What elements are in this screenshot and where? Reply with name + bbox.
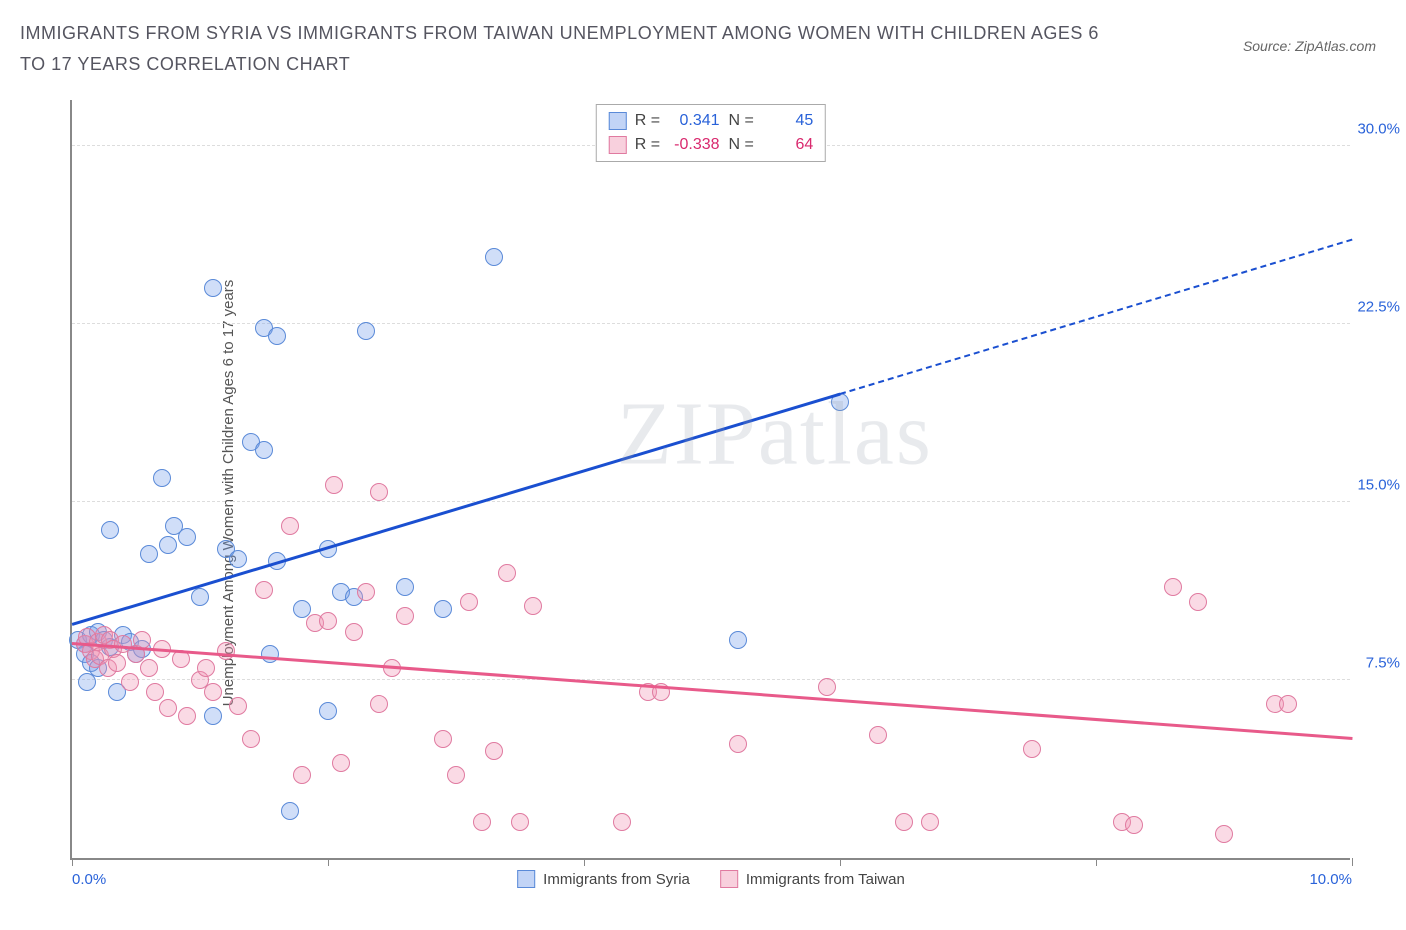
data-point: [242, 730, 260, 748]
source-attribution: Source: ZipAtlas.com: [1243, 38, 1376, 54]
x-tick: [328, 858, 329, 866]
data-point: [255, 441, 273, 459]
data-point: [729, 735, 747, 753]
data-point: [191, 588, 209, 606]
legend-swatch: [609, 112, 627, 130]
data-point: [281, 802, 299, 820]
data-point: [204, 707, 222, 725]
plot-area: ZIPatlas R = 0.341 N = 45R = -0.338 N = …: [70, 100, 1350, 860]
legend-stat-text: R = 0.341 N = 45: [635, 109, 813, 133]
header: IMMIGRANTS FROM SYRIA VS IMMIGRANTS FROM…: [0, 0, 1406, 79]
legend-swatch: [609, 136, 627, 154]
legend-label: Immigrants from Syria: [543, 871, 690, 888]
data-point: [153, 469, 171, 487]
data-point: [268, 327, 286, 345]
y-tick-label: 30.0%: [1357, 120, 1400, 137]
x-tick: [72, 858, 73, 866]
data-point: [197, 659, 215, 677]
data-point: [729, 631, 747, 649]
x-tick: [840, 858, 841, 866]
data-point: [460, 593, 478, 611]
data-point: [159, 699, 177, 717]
data-point: [498, 564, 516, 582]
x-tick: [584, 858, 585, 866]
data-point: [1164, 578, 1182, 596]
data-point: [261, 645, 279, 663]
legend-item: Immigrants from Syria: [517, 870, 690, 888]
data-point: [178, 528, 196, 546]
series-legend: Immigrants from Syria Immigrants from Tai…: [517, 870, 905, 888]
data-point: [1279, 695, 1297, 713]
data-point: [921, 813, 939, 831]
x-tick: [1096, 858, 1097, 866]
x-tick: [1352, 858, 1353, 866]
data-point: [485, 248, 503, 266]
data-point: [101, 521, 119, 539]
data-point: [255, 581, 273, 599]
data-point: [370, 695, 388, 713]
data-point: [396, 578, 414, 596]
data-point: [396, 607, 414, 625]
data-point: [332, 754, 350, 772]
data-point: [140, 659, 158, 677]
data-point: [1189, 593, 1207, 611]
data-point: [869, 726, 887, 744]
legend-row: R = -0.338 N = 64: [609, 133, 813, 157]
legend-stat-text: R = -0.338 N = 64: [635, 133, 813, 157]
data-point: [1215, 825, 1233, 843]
grid-line: [72, 501, 1350, 502]
data-point: [345, 623, 363, 641]
correlation-legend: R = 0.341 N = 45R = -0.338 N = 64: [596, 104, 826, 162]
data-point: [159, 536, 177, 554]
data-point: [204, 279, 222, 297]
data-point: [140, 545, 158, 563]
data-point: [613, 813, 631, 831]
watermark: ZIPatlas: [617, 382, 933, 485]
trend-line-extrapolated: [840, 239, 1353, 395]
data-point: [357, 322, 375, 340]
data-point: [357, 583, 375, 601]
data-point: [818, 678, 836, 696]
data-point: [146, 683, 164, 701]
data-point: [485, 742, 503, 760]
data-point: [1125, 816, 1143, 834]
y-tick-label: 7.5%: [1366, 654, 1400, 671]
data-point: [325, 476, 343, 494]
data-point: [447, 766, 465, 784]
data-point: [511, 813, 529, 831]
data-point: [1023, 740, 1041, 758]
data-point: [434, 600, 452, 618]
grid-line: [72, 679, 1350, 680]
data-point: [178, 707, 196, 725]
trend-line: [72, 642, 1352, 739]
data-point: [473, 813, 491, 831]
y-tick-label: 15.0%: [1357, 476, 1400, 493]
legend-swatch: [517, 870, 535, 888]
legend-item: Immigrants from Taiwan: [720, 870, 905, 888]
data-point: [229, 697, 247, 715]
x-tick-label: 0.0%: [72, 871, 106, 888]
data-point: [524, 597, 542, 615]
legend-swatch: [720, 870, 738, 888]
chart-title: IMMIGRANTS FROM SYRIA VS IMMIGRANTS FROM…: [20, 18, 1120, 79]
data-point: [204, 683, 222, 701]
x-tick-label: 10.0%: [1309, 871, 1352, 888]
data-point: [293, 766, 311, 784]
data-point: [281, 517, 299, 535]
y-tick-label: 22.5%: [1357, 298, 1400, 315]
data-point: [895, 813, 913, 831]
data-point: [434, 730, 452, 748]
data-point: [217, 642, 235, 660]
data-point: [108, 654, 126, 672]
legend-row: R = 0.341 N = 45: [609, 109, 813, 133]
chart-container: Unemployment Among Women with Children A…: [20, 100, 1385, 885]
data-point: [121, 673, 139, 691]
data-point: [229, 550, 247, 568]
data-point: [370, 483, 388, 501]
trend-line: [72, 392, 841, 625]
legend-label: Immigrants from Taiwan: [746, 871, 905, 888]
data-point: [319, 702, 337, 720]
data-point: [319, 612, 337, 630]
